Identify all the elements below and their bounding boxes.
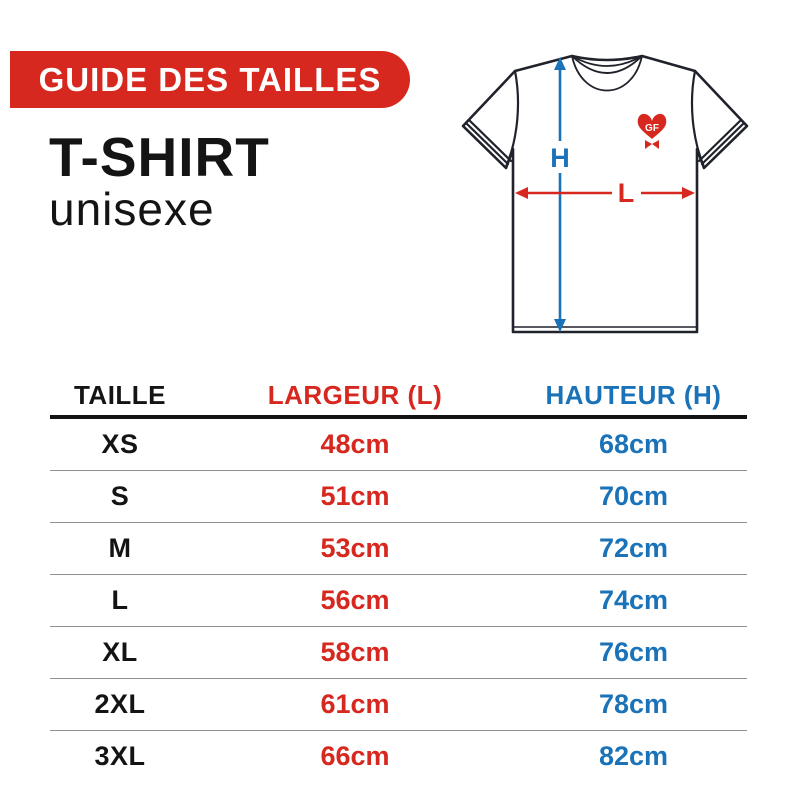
table-cell-hauteur: 72cm bbox=[598, 533, 669, 563]
table-cell-largeur: 58cm bbox=[320, 637, 390, 667]
table-cell-size: 3XL bbox=[94, 741, 146, 771]
heart-icon bbox=[637, 113, 667, 139]
tshirt-measurement-diagram: GF H L bbox=[461, 54, 749, 334]
size-guide-badge-label: GUIDE DES TAILLES bbox=[38, 60, 382, 98]
heart-logo: GF bbox=[637, 113, 667, 149]
table-cell-hauteur: 74cm bbox=[598, 585, 669, 615]
table-cell-size: M bbox=[108, 533, 132, 563]
table-cell-hauteur: 76cm bbox=[598, 637, 669, 667]
column-header-largeur: LARGEUR (L) bbox=[267, 379, 443, 410]
width-label: L bbox=[618, 178, 635, 208]
table-cell-size: 2XL bbox=[94, 689, 146, 719]
size-table: TAILLE LARGEUR (L) HAUTEUR (H) XS 48cm 68c… bbox=[50, 375, 747, 782]
column-header-taille: TAILLE bbox=[73, 379, 167, 410]
column-header-hauteur: HAUTEUR (H) bbox=[545, 379, 722, 410]
table-cell-hauteur: 70cm bbox=[598, 481, 669, 511]
height-label: H bbox=[550, 143, 570, 173]
table-row: S 51cm 70cm bbox=[50, 470, 747, 522]
table-cell-size: S bbox=[110, 481, 130, 511]
arrow-down-icon bbox=[554, 319, 566, 332]
table-row: XS 48cm 68cm bbox=[50, 419, 747, 470]
table-cell-largeur: 61cm bbox=[320, 689, 390, 719]
table-row: XL 58cm 76cm bbox=[50, 626, 747, 678]
collar-rib-line-2 bbox=[571, 55, 643, 74]
size-table-body: XS 48cm 68cm S 51cm 70cm M 53cm 72cm L 56cm 74cm XL 5… bbox=[50, 419, 747, 782]
table-cell-largeur: 51cm bbox=[320, 481, 390, 511]
table-row: 2XL 61cm 78cm bbox=[50, 678, 747, 730]
table-cell-largeur: 56cm bbox=[320, 585, 390, 615]
right-cuff-stitch bbox=[697, 118, 746, 166]
table-row: 3XL 66cm 82cm bbox=[50, 730, 747, 782]
table-cell-hauteur: 82cm bbox=[598, 741, 669, 771]
table-cell-hauteur: 78cm bbox=[598, 689, 669, 719]
table-row: L 56cm 74cm bbox=[50, 574, 747, 626]
table-row: M 53cm 72cm bbox=[50, 522, 747, 574]
table-cell-size: XS bbox=[101, 429, 139, 459]
left-cuff-stitch bbox=[464, 118, 513, 166]
height-arrow: H bbox=[546, 57, 574, 332]
table-cell-size: XL bbox=[102, 637, 138, 667]
table-cell-largeur: 48cm bbox=[320, 429, 390, 459]
table-cell-size: L bbox=[111, 585, 129, 615]
heart-logo-text: GF bbox=[645, 123, 659, 134]
collar-rib-line-1 bbox=[571, 55, 643, 67]
size-table-header: TAILLE LARGEUR (L) HAUTEUR (H) bbox=[50, 375, 747, 419]
arrow-up-icon bbox=[554, 57, 566, 70]
width-arrow: L bbox=[515, 178, 695, 208]
size-guide-badge: GUIDE DES TAILLES bbox=[10, 51, 410, 108]
product-title: T-SHIRT bbox=[49, 126, 270, 188]
heart-bow-icon bbox=[645, 140, 659, 149]
product-subtitle: unisexe bbox=[49, 183, 215, 235]
table-cell-hauteur: 68cm bbox=[598, 429, 669, 459]
table-cell-largeur: 53cm bbox=[320, 533, 390, 563]
collar-outer-curve bbox=[571, 55, 643, 92]
arrow-left-icon bbox=[515, 187, 528, 199]
arrow-right-icon bbox=[682, 187, 695, 199]
table-cell-largeur: 66cm bbox=[320, 741, 390, 771]
